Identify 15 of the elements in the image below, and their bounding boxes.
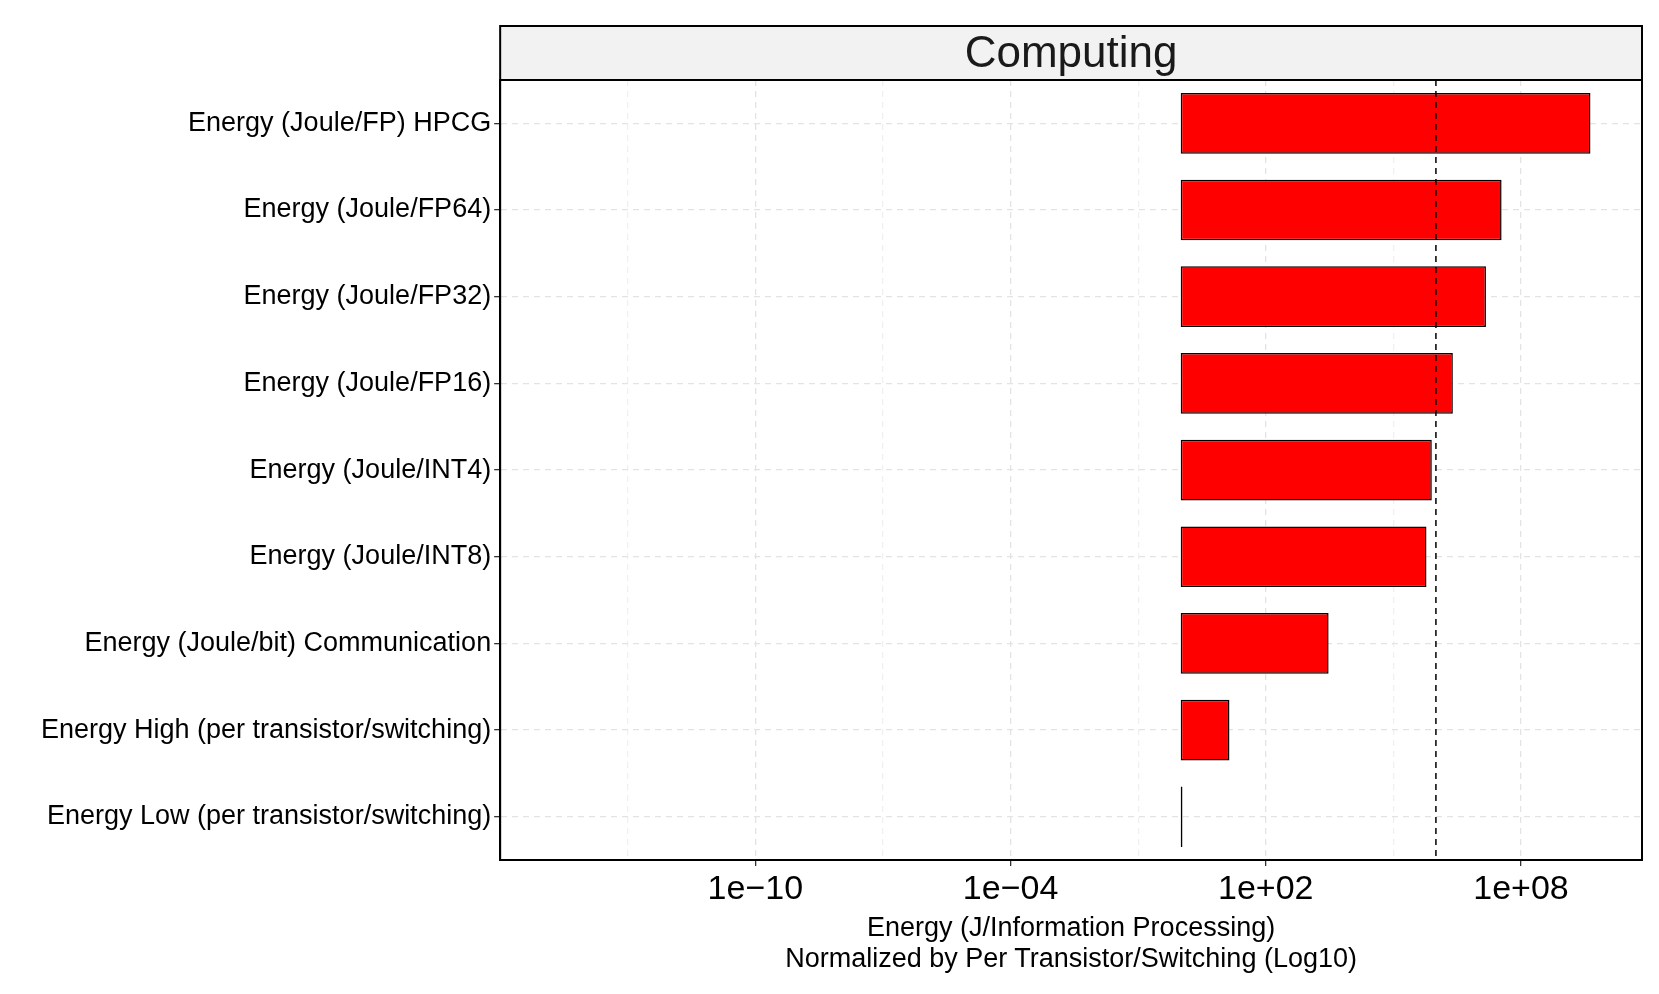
y-tick-label: Energy (Joule/FP64)	[243, 193, 492, 224]
y-tick-label: Energy (Joule/bit) Communication	[84, 626, 492, 657]
y-tick-label: Energy Low (per transistor/switching)	[47, 800, 492, 831]
y-tick-label: Energy (Joule/FP32)	[243, 280, 492, 311]
x-tick-label: 1e+08	[1473, 867, 1569, 906]
chart-title: Computing	[964, 27, 1178, 77]
x-tick-label: 1e+02	[1218, 867, 1314, 906]
x-axis-title: Energy (J/Information Processing) Normalized by Per Transistor/Switching (Log10)	[785, 911, 1357, 973]
y-tick-label: Energy (Joule/FP16)	[243, 366, 492, 397]
y-tick-label: Energy (Joule/INT8)	[249, 540, 492, 571]
x-tick-label: 1e−04	[962, 867, 1059, 906]
y-tick-label: Energy (Joule/INT4)	[249, 453, 492, 484]
y-tick-label: Energy High (per transistor/switching)	[41, 713, 492, 744]
x-tick-label: 1e−10	[707, 867, 804, 906]
y-tick-label: Energy (Joule/FP) HPCG	[188, 106, 492, 137]
